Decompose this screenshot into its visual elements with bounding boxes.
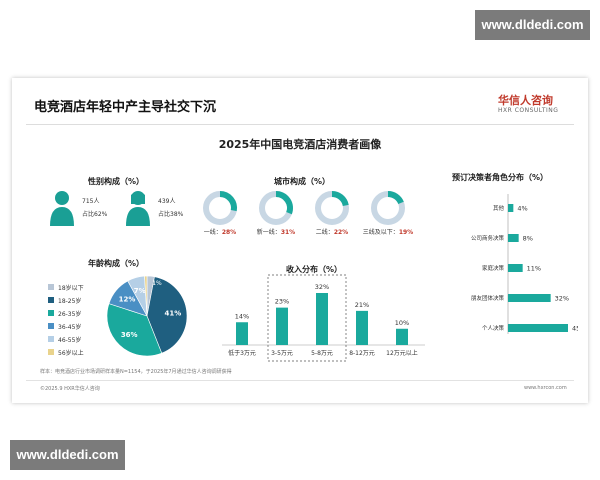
age-pie-extra-label: 1% <box>152 280 162 287</box>
decision-value-label: 11% <box>527 265 541 273</box>
decision-bar <box>508 324 568 332</box>
decision-category-label: 家庭决策 <box>482 264 505 272</box>
city-donut-charts: 28% 31% 22% 19% <box>203 191 405 225</box>
age-legend-swatch <box>48 297 54 303</box>
city-donut-value-label: 22% <box>323 198 336 213</box>
decision-section-title: 预订决策者角色分布（%） <box>452 173 549 182</box>
title-divider <box>26 124 574 125</box>
income-value-label: 10% <box>395 319 409 327</box>
city-donut-arc <box>275 191 293 215</box>
decision-value-label: 4% <box>517 205 527 213</box>
age-legend-swatch <box>48 336 54 342</box>
age-legend-swatch <box>48 349 54 355</box>
age-pie-value-label: 7% <box>134 287 146 295</box>
income-category-label: 低于3万元 <box>228 349 256 357</box>
decision-bar-chart: 其他 4% 公司商务决策 8% 家庭决策 11% 朋友团体决策 32% 个人决策 45% <box>471 194 578 334</box>
income-bar <box>316 293 328 345</box>
age-legend-swatch <box>48 310 54 316</box>
decision-value-label: 8% <box>523 235 533 243</box>
city-label-name: 二线： <box>315 229 334 236</box>
watermark-bottom: www.dldedi.com <box>10 440 125 470</box>
city-label-value: 31% <box>280 229 296 236</box>
footer-divider <box>26 380 574 381</box>
city-section-title: 城市构成（%） <box>274 177 331 186</box>
age-pie-slice <box>106 303 163 357</box>
city-label: 一线：28% <box>186 227 254 236</box>
income-bar <box>276 307 288 345</box>
decision-value-label: 45% <box>572 325 578 333</box>
female-person-icon <box>126 191 150 226</box>
female-count: 439人 <box>158 198 176 205</box>
city-label: 三线及以下：19% <box>354 227 422 236</box>
watermark-top: www.dldedi.com <box>475 10 590 40</box>
decision-bar <box>508 204 514 212</box>
male-count: 715人 <box>82 198 100 205</box>
city-donut-value-label: 28% <box>211 198 224 213</box>
income-highlight-box <box>267 274 347 362</box>
female-share: 占比38% <box>158 211 184 218</box>
city-label-value: 28% <box>221 229 237 236</box>
income-bar-chart: 14% 低于3万元 23% 3-5万元 32% 5-8万元 21% 8-12万元 10% 12万元… <box>222 274 425 362</box>
income-bar <box>236 322 248 345</box>
copyright-text: ©2025.9 HXR华信人咨询 <box>40 386 100 392</box>
income-category-label: 12万元以上 <box>386 349 418 357</box>
income-category-label: 3-5万元 <box>271 350 293 357</box>
city-label-value: 22% <box>333 229 349 236</box>
income-value-label: 32% <box>315 283 329 291</box>
income-value-label: 23% <box>275 298 289 306</box>
gender-icons <box>50 191 150 226</box>
age-pie-value-label: 36% <box>121 331 138 339</box>
city-donut-arc <box>331 191 349 207</box>
decision-bar <box>508 264 523 272</box>
source-footnote: 样本：电竞酒店行业市场调研样本量N=1154，于2025年7月通过华信人咨询调研… <box>40 369 232 375</box>
age-pie-value-label: 41% <box>165 310 182 318</box>
income-bar <box>356 310 368 345</box>
income-category-label: 8-12万元 <box>349 350 375 357</box>
male-person-icon <box>50 191 74 226</box>
city-label: 新一线：31% <box>242 227 310 236</box>
gender-section-title: 性别构成（%） <box>88 177 145 186</box>
income-bar <box>396 328 408 345</box>
income-value-label: 21% <box>355 301 369 309</box>
brand-logo-text: 华信人咨询 <box>498 94 553 107</box>
age-legend-label: 36-45岁 <box>58 324 82 331</box>
city-label-value: 19% <box>398 229 414 236</box>
male-share: 占比62% <box>82 211 108 218</box>
age-legend-label: 56岁以上 <box>58 350 84 357</box>
age-legend-label: 18岁以下 <box>58 285 84 292</box>
website-text: www.hxrcon.com <box>524 385 567 391</box>
income-category-label: 5-8万元 <box>311 350 333 357</box>
age-pie-chart: 41% 36% 12%7% 1% <box>106 275 188 357</box>
decision-category-label: 朋友团体决策 <box>471 294 505 302</box>
decision-category-label: 其他 <box>493 204 505 212</box>
decision-bar <box>508 294 551 302</box>
age-legend-label: 26-35岁 <box>58 311 82 318</box>
income-section-title: 收入分布（%） <box>286 265 343 274</box>
age-section-title: 年龄构成（%） <box>88 259 145 268</box>
city-label: 二线：22% <box>298 227 366 236</box>
chart-subtitle: 2025年中国电竞酒店消费者画像 <box>218 138 382 151</box>
age-pie-value-label: 12% <box>119 295 136 303</box>
city-donut-value-label: 19% <box>379 198 392 213</box>
decision-bar <box>508 234 519 242</box>
decision-category-label: 公司商务决策 <box>471 234 505 242</box>
age-legend-swatch <box>48 284 54 290</box>
age-legend-label: 46-55岁 <box>58 337 82 344</box>
income-value-label: 14% <box>235 312 249 320</box>
city-donut-arc <box>387 191 404 205</box>
slide: 电竞酒店年轻中产主导社交下沉 华信人咨询 HXR CONSULTING 2025… <box>12 78 588 403</box>
age-legend-label: 18-25岁 <box>58 298 82 305</box>
city-donut-arc <box>219 191 237 212</box>
age-legend-swatch <box>48 323 54 329</box>
city-label-name: 三线及以下： <box>362 229 399 236</box>
city-donut-value-label: 31% <box>267 198 280 213</box>
city-label-name: 一线： <box>203 229 222 236</box>
decision-value-label: 32% <box>555 295 569 303</box>
slide-title: 电竞酒店年轻中产主导社交下沉 <box>34 100 217 115</box>
decision-category-label: 个人决策 <box>482 324 505 332</box>
age-pie-slice <box>144 275 148 317</box>
brand-logo-subtext: HXR CONSULTING <box>498 107 559 114</box>
age-pie-slice <box>146 276 188 354</box>
city-label-name: 新一线： <box>256 229 281 236</box>
